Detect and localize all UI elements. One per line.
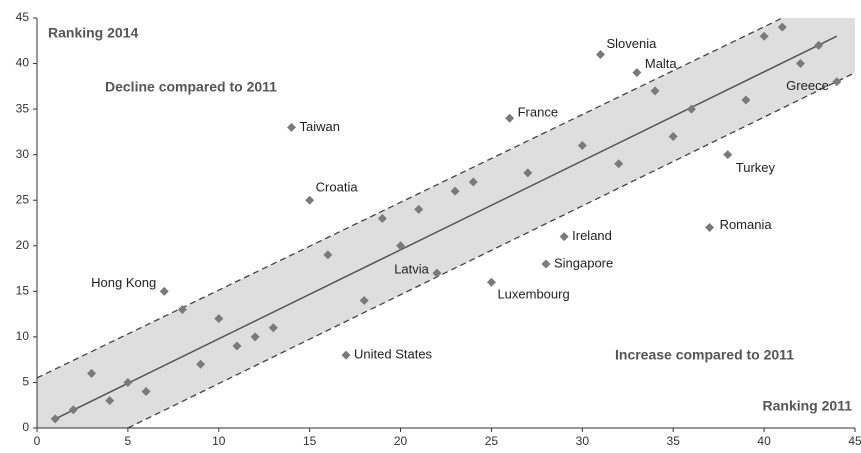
x-tick-label: 20: [394, 434, 408, 448]
point: [832, 77, 842, 87]
point-label: Malta: [645, 56, 678, 71]
point: [141, 387, 151, 397]
point: [232, 341, 242, 351]
reference-line: [127, 72, 856, 429]
y-tick-label: 45: [16, 10, 30, 24]
point: [286, 122, 296, 132]
band: [37, 18, 855, 428]
x-tick-label: 10: [212, 434, 226, 448]
point-label: United States: [354, 347, 433, 362]
y-tick-label: 0: [22, 420, 29, 434]
point-label: Slovenia: [607, 36, 658, 51]
point-label: France: [518, 105, 558, 120]
point: [377, 213, 387, 223]
point-label: Croatia: [316, 180, 359, 195]
point: [250, 332, 260, 342]
point: [577, 141, 587, 151]
x-axis-label: Ranking 2011: [763, 398, 853, 414]
annotation: Decline compared to 2011: [105, 79, 277, 95]
point-label: Romania: [720, 217, 773, 232]
point: [541, 259, 551, 269]
point: [87, 368, 97, 378]
point: [159, 286, 169, 296]
point: [814, 40, 824, 50]
y-tick-label: 20: [16, 238, 30, 252]
point: [214, 314, 224, 324]
point: [795, 59, 805, 69]
point: [686, 104, 696, 114]
y-axis-label: Ranking 2014: [48, 25, 138, 41]
y-tick-label: 35: [16, 101, 30, 115]
reference-line: [54, 35, 838, 420]
point: [596, 49, 606, 59]
point: [632, 68, 642, 78]
point-label: Hong Kong: [91, 275, 156, 290]
point: [705, 223, 715, 233]
point: [268, 323, 278, 333]
point: [341, 350, 351, 360]
point-label: Turkey: [736, 160, 776, 175]
point: [486, 277, 496, 287]
x-tick-label: 15: [303, 434, 317, 448]
x-tick-label: 5: [125, 434, 132, 448]
point: [505, 113, 515, 123]
x-tick-label: 25: [485, 434, 499, 448]
point: [396, 241, 406, 251]
point: [468, 177, 478, 187]
point: [741, 95, 751, 105]
point: [668, 131, 678, 141]
annotation: Increase compared to 2011: [615, 347, 794, 363]
x-tick-label: 35: [667, 434, 681, 448]
reference-line: [36, 17, 783, 379]
point-label: Singapore: [554, 255, 613, 270]
x-tick-label: 45: [848, 434, 861, 448]
point: [759, 31, 769, 41]
point: [523, 168, 533, 178]
y-tick-label: 15: [16, 284, 30, 298]
point: [414, 204, 424, 214]
point: [432, 268, 442, 278]
y-tick-label: 30: [16, 147, 30, 161]
point: [723, 150, 733, 160]
point: [650, 86, 660, 96]
point: [123, 377, 133, 387]
point: [559, 232, 569, 242]
y-tick-label: 40: [16, 56, 30, 70]
x-tick-label: 40: [757, 434, 771, 448]
point: [359, 295, 369, 305]
point: [177, 305, 187, 315]
x-tick-label: 0: [34, 434, 41, 448]
point: [196, 359, 206, 369]
point: [450, 186, 460, 196]
y-tick-label: 10: [16, 329, 30, 343]
point: [777, 22, 787, 32]
point: [68, 405, 78, 415]
point: [305, 195, 315, 205]
point: [105, 396, 115, 406]
y-tick-label: 25: [16, 192, 30, 206]
y-tick-label: 5: [22, 375, 29, 389]
x-tick-label: 30: [576, 434, 590, 448]
point: [614, 159, 624, 169]
point: [50, 414, 60, 424]
point-label: Taiwan: [299, 119, 339, 134]
point-label: Ireland: [572, 228, 612, 243]
point-label: Latvia: [394, 262, 429, 277]
point-label: Luxembourg: [497, 287, 569, 302]
point-label: Greece: [786, 78, 829, 93]
point: [323, 250, 333, 260]
